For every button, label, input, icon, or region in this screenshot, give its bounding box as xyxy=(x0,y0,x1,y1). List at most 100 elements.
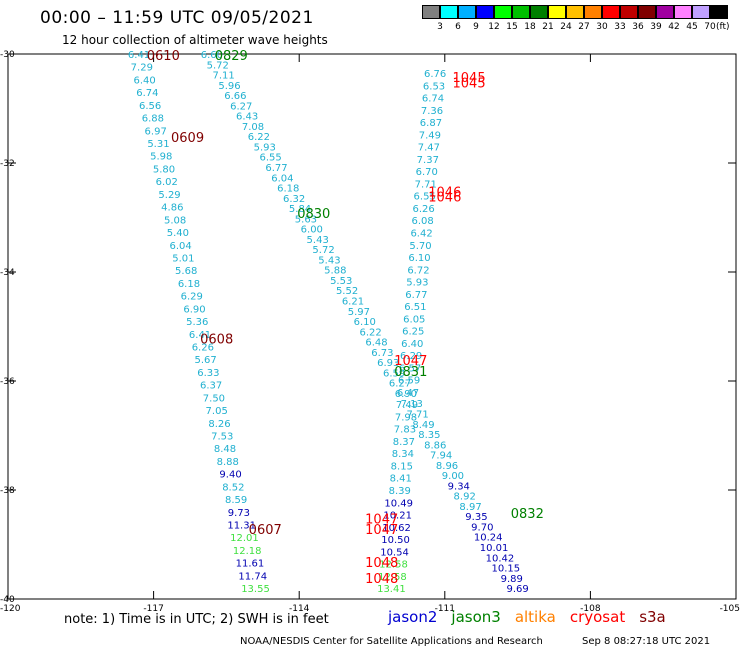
wave-height-value: 6.73 xyxy=(371,348,393,359)
wave-height-value: 6.33 xyxy=(197,368,219,379)
wave-height-value: 5.70 xyxy=(409,241,431,252)
wave-height-value: 6.29 xyxy=(400,351,422,362)
legend-swatch xyxy=(512,5,530,19)
legend-label: 3 xyxy=(437,22,443,32)
legend-swatch xyxy=(530,5,548,19)
wave-height-value: 6.27 xyxy=(230,101,252,112)
pass-time-label: 1046 xyxy=(428,191,461,206)
wave-height-value: 9.69 xyxy=(506,584,528,595)
pass-time-label: 0608 xyxy=(200,332,233,347)
map-grid: -30 -32 -34 -36 -38 -40-120 -117 -114 -111 -108 -1… xyxy=(0,50,740,614)
wave-height-value: 7.47 xyxy=(418,143,440,154)
wave-height-value: 6.42 xyxy=(410,228,432,239)
lon-tick-label: -117 xyxy=(143,604,163,614)
wave-height-value: 6.77 xyxy=(405,290,427,301)
wave-height-value: 7.11 xyxy=(212,71,234,82)
wave-height-value: 9.00 xyxy=(442,471,464,482)
wave-height-value: 10.50 xyxy=(381,535,410,546)
wave-height-value: 7.53 xyxy=(211,432,233,443)
wave-height-value: 8.35 xyxy=(418,430,440,441)
wave-height-value: 5.97 xyxy=(348,307,370,318)
legend-swatch xyxy=(620,5,638,19)
wave-height-value: 9.35 xyxy=(465,512,487,523)
wave-height-value: 7.71 xyxy=(407,409,429,420)
wave-height-value: 6.53 xyxy=(423,81,445,92)
wave-height-value: 8.15 xyxy=(391,461,413,472)
page-title: 00:00 – 11:59 UTC 09/05/2021 xyxy=(40,8,314,28)
pass-time-label: 1045 xyxy=(453,71,486,86)
wave-height-value: 8.86 xyxy=(424,440,446,451)
wave-height-value: 6.41 xyxy=(189,330,211,341)
lat-tick-label: -30 xyxy=(0,50,15,60)
wave-height-value: 8.41 xyxy=(390,474,412,485)
wave-height-value: 5.98 xyxy=(150,152,172,163)
wave-height-value: 7.36 xyxy=(421,106,443,117)
lat-tick-label: -40 xyxy=(0,595,15,605)
legend-label: 70 xyxy=(704,22,716,32)
wave-height-value: 5.68 xyxy=(175,266,197,277)
wave-height-value: 9.40 xyxy=(219,470,241,481)
lon-tick-label: -105 xyxy=(720,604,740,614)
wave-height-value: 6.51 xyxy=(404,302,426,313)
legend-swatch xyxy=(476,5,494,19)
wave-height-value: 11.61 xyxy=(236,559,265,570)
legend-label: 18 xyxy=(524,22,536,32)
legend-label: 21 xyxy=(542,22,554,32)
wave-height-value: 9.89 xyxy=(501,574,523,585)
wave-height-value: 7.50 xyxy=(203,393,225,404)
wave-height-value: 6.10 xyxy=(408,253,430,264)
lat-tick-label: -32 xyxy=(0,159,15,169)
wave-height-value: 6.10 xyxy=(354,317,376,328)
legend-swatch xyxy=(584,5,602,19)
wave-height-value: 6.18 xyxy=(178,279,200,290)
wave-height-value: 6.29 xyxy=(181,292,203,303)
wave-height-value: 6.40 xyxy=(401,339,423,350)
wave-height-value: 6.97 xyxy=(145,126,167,137)
wave-height-value: 11.31 xyxy=(227,521,256,532)
wave-height-value: 6.22 xyxy=(359,327,381,338)
wave-height-value: 5.88 xyxy=(324,266,346,277)
legend-swatch xyxy=(494,5,512,19)
legend-swatch xyxy=(674,5,692,19)
wave-height-value: 5.29 xyxy=(158,190,180,201)
wave-height-value: 6.74 xyxy=(422,94,444,105)
satellite-legend: jason2 jason3 altika cryosat s3a xyxy=(388,608,680,626)
wave-height-value: 7.98 xyxy=(395,412,417,423)
wave-height-value: 7.37 xyxy=(417,155,439,166)
legend-label: 39 xyxy=(650,22,662,32)
legend-swatch xyxy=(602,5,620,19)
satellite-legend-jason3: jason3 xyxy=(451,608,501,626)
legend-label: 15 xyxy=(506,22,518,32)
wave-height-value: 6.26 xyxy=(413,204,435,215)
pass-time-label: 1047 xyxy=(394,354,427,369)
wave-height-value: 6.08 xyxy=(411,216,433,227)
wave-height-value: 6.48 xyxy=(365,338,387,349)
wave-height-value: 6.57 xyxy=(399,363,421,374)
pass-time-label: 0609 xyxy=(171,131,204,146)
wave-height-value: 6.18 xyxy=(277,184,299,195)
wave-height-value: 6.90 xyxy=(395,389,417,400)
wave-height-value: 6.26 xyxy=(192,342,214,353)
wave-height-value: 6.21 xyxy=(342,297,364,308)
pass-time-label: 1048 xyxy=(365,556,398,571)
wave-height-value: 6.40 xyxy=(133,75,155,86)
legend-swatch xyxy=(692,5,710,19)
wave-height-value: 8.39 xyxy=(389,486,411,497)
lon-tick-label: -111 xyxy=(435,604,455,614)
legend-label: 36 xyxy=(632,22,644,32)
wave-height-value: 6.88 xyxy=(142,114,164,125)
pass-time-label: 1045 xyxy=(453,76,486,91)
wave-height-value: 8.48 xyxy=(214,444,236,455)
wave-height-value: 8.96 xyxy=(436,461,458,472)
lon-tick-label: -114 xyxy=(289,604,310,614)
wave-height-value: 6.00 xyxy=(301,225,323,236)
credit-timestamp: Sep 8 08:27:18 UTC 2021 xyxy=(582,636,711,647)
wave-height-value: 6.74 xyxy=(136,88,158,99)
wave-height-value: 6.04 xyxy=(170,241,192,252)
wave-height-value: 5.40 xyxy=(167,228,189,239)
wave-height-value: 10.54 xyxy=(380,547,409,558)
wave-height-value: 7.83 xyxy=(394,425,416,436)
wave-height-value: 10.24 xyxy=(474,533,503,544)
